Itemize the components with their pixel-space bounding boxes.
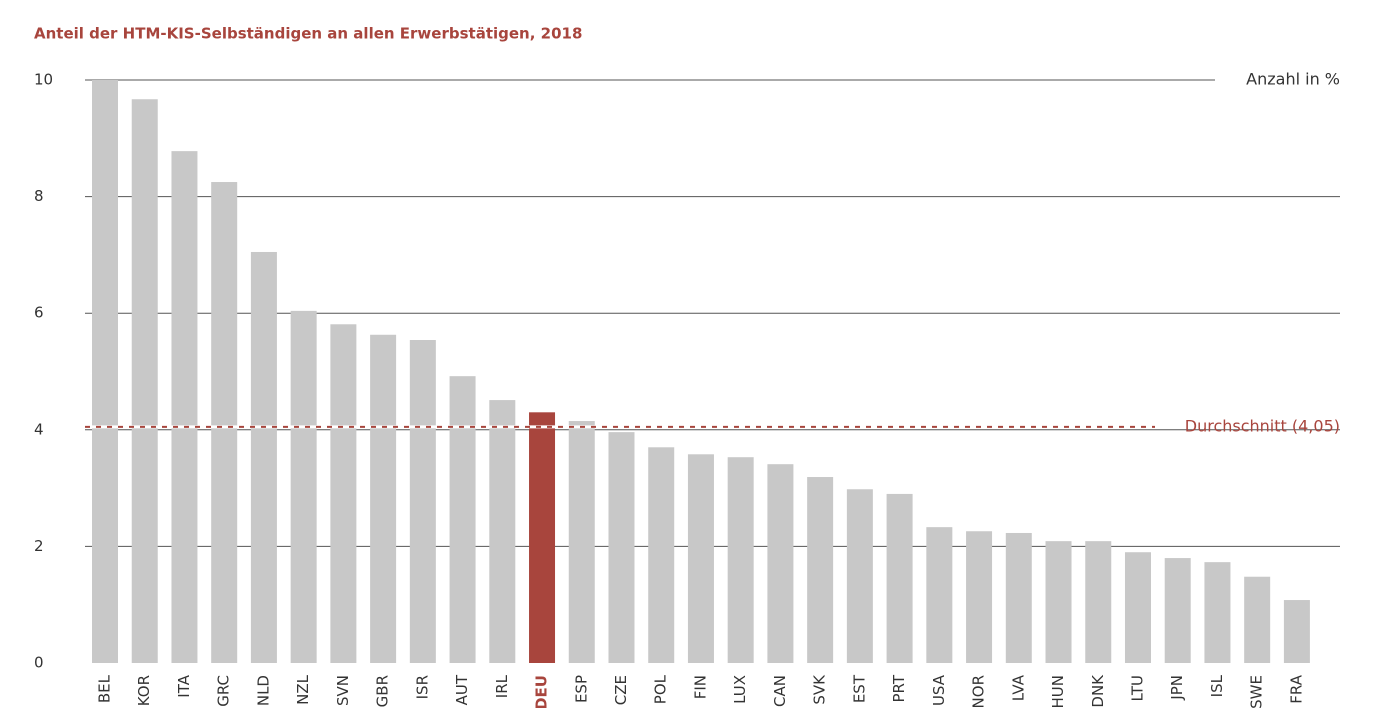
x-tick-label: EST (850, 674, 868, 703)
x-tick-label: IRL (493, 674, 511, 698)
bar (330, 324, 357, 663)
x-tick-label: FIN (691, 675, 709, 699)
bar (1283, 600, 1310, 663)
bar (727, 457, 754, 663)
bar (1045, 541, 1072, 663)
bar (1204, 562, 1231, 663)
bar (370, 334, 397, 663)
x-tick-label: LTU (1128, 675, 1146, 701)
bar (409, 340, 436, 663)
bar (1124, 552, 1151, 663)
x-tick-label: KOR (135, 675, 153, 706)
x-tick-label: NOR (970, 675, 988, 708)
x-tick-label: LUX (731, 675, 749, 704)
x-tick-label: SVK (811, 674, 829, 705)
unit-label: Anzahl in % (1246, 70, 1340, 89)
x-tick-label: ESP (572, 675, 590, 703)
bar (886, 493, 913, 663)
x-tick-label: ISL (1208, 674, 1226, 697)
x-tick-label: DNK (1089, 674, 1107, 708)
x-tick-label: CAN (771, 675, 789, 707)
x-tick-label: JPN (1168, 675, 1186, 701)
x-tick-label: FRA (1287, 674, 1305, 703)
y-tick-label: 4 (34, 420, 44, 438)
x-tick-label: PRT (890, 674, 908, 702)
x-tick-label: GBR (374, 675, 392, 707)
x-tick-label: LVA (1009, 674, 1027, 701)
x-tick-label: DEU (533, 675, 551, 708)
y-tick-label: 6 (34, 304, 44, 322)
bar (449, 376, 476, 663)
y-tick-label: 8 (34, 187, 44, 205)
bar (489, 400, 516, 663)
x-tick-label: SWE (1248, 675, 1266, 708)
x-tick-label: SVN (334, 675, 352, 706)
bar (529, 412, 556, 663)
y-tick-label: 10 (34, 71, 53, 89)
bar (131, 99, 158, 663)
bar (290, 310, 317, 663)
x-tick-label: ITA (175, 674, 193, 697)
x-tick-label: GRC (215, 675, 233, 707)
bar (807, 477, 834, 663)
bar (568, 421, 595, 663)
bar (687, 454, 714, 663)
average-label: Durchschnitt (4,05) (1185, 416, 1340, 435)
x-tick-label: AUT (453, 674, 471, 705)
x-tick-label: NLD (254, 675, 272, 706)
x-tick-label: BEL (96, 674, 114, 703)
x-tick-label: ISR (413, 675, 431, 699)
bar (608, 432, 635, 663)
x-tick-label: HUN (1049, 675, 1067, 708)
bar (92, 80, 118, 663)
chart-title: Anteil der HTM-KIS-Selbständigen an alle… (34, 25, 582, 43)
bar (846, 489, 873, 663)
bar (211, 182, 238, 663)
bar (1164, 558, 1191, 663)
bar (767, 464, 794, 663)
y-tick-label: 0 (34, 654, 44, 672)
x-tick-label: NZL (294, 674, 312, 704)
bar (648, 447, 675, 663)
bar (1244, 576, 1271, 663)
bar (1005, 532, 1032, 663)
x-tick-label: USA (930, 674, 948, 706)
bar (250, 251, 277, 664)
bar (1085, 541, 1112, 663)
x-tick-label: POL (652, 674, 670, 704)
y-tick-label: 2 (34, 537, 44, 555)
x-tick-label: CZE (612, 675, 630, 705)
bar (926, 527, 953, 663)
bar (171, 151, 198, 663)
bar (966, 531, 993, 663)
